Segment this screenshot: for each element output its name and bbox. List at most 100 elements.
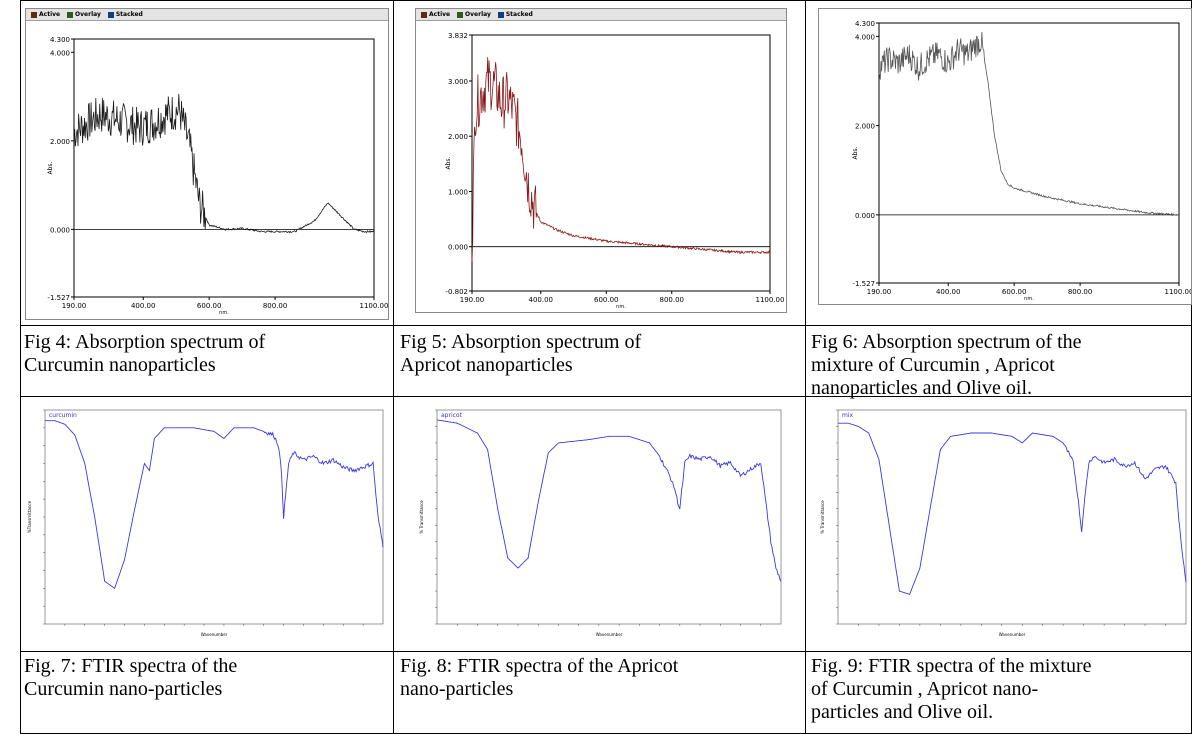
x-axis-label: Wavenumber <box>999 632 1026 637</box>
x-axis-label: Wavenumber <box>596 632 623 637</box>
plot-frame <box>471 34 771 292</box>
overlay-icon <box>67 11 74 18</box>
spectrum-toolbar: Active Overlay Stacked <box>26 9 388 21</box>
active-tab[interactable]: Active <box>31 9 60 20</box>
x-axis-label: nm. <box>219 310 229 316</box>
x-tick-label: 1100.00 <box>360 302 388 310</box>
ftir-title: curcumin <box>49 412 77 419</box>
caption-fig9: Fig. 9: FTIR spectra of the mixture of C… <box>811 655 1092 724</box>
plot-frame <box>436 409 782 625</box>
plot-frame <box>73 38 375 298</box>
active-tab[interactable]: Active <box>421 9 450 20</box>
y-tick-label: 4.300 <box>855 20 875 28</box>
active-icon <box>421 11 427 18</box>
y-axis-label: % Transmittance <box>820 500 825 534</box>
stacked-icon <box>107 11 114 18</box>
stacked-label: Stacked <box>115 11 143 18</box>
caption-line: of Curcumin , Apricot nano- <box>811 678 1039 700</box>
caption-line: Fig 5: Absorption spectrum of <box>400 331 642 353</box>
x-tick-label: 600.00 <box>197 302 222 310</box>
y-tick-label: 4.000 <box>50 49 70 57</box>
stacked-tab[interactable]: Stacked <box>497 9 533 20</box>
x-tick-label: 400.00 <box>936 288 961 296</box>
active-icon <box>31 11 37 18</box>
spectrum-line <box>471 57 771 262</box>
x-tick-label: 800.00 <box>1068 288 1093 296</box>
spectrum-line <box>878 31 1179 217</box>
table-rule <box>805 0 806 734</box>
y-tick-label: 3.832 <box>448 32 468 40</box>
caption-line: Fig. 7: FTIR spectra of the <box>24 655 238 677</box>
y-tick-label: -0.802 <box>445 288 468 296</box>
y-tick-label: 2.000 <box>448 133 468 141</box>
caption-line: nanoparticles and Olive oil. <box>811 377 1033 399</box>
caption-line: Fig 4: Absorption spectrum of <box>24 331 266 353</box>
caption-line: Curcumin nanoparticles <box>24 354 216 376</box>
x-tick-label: 400.00 <box>131 302 156 310</box>
spectrum-line <box>73 93 375 234</box>
caption-fig8: Fig. 8: FTIR spectra of the Apricot nano… <box>400 655 678 701</box>
y-axis-label: Abs. <box>445 156 452 169</box>
y-tick-label: 3.000 <box>448 78 468 86</box>
y-axis-label: Abs. <box>852 146 859 159</box>
caption-line: Fig. 8: FTIR spectra of the Apricot <box>400 655 679 677</box>
active-label: Active <box>39 11 61 18</box>
ftir-chart-curcumin: curcumin %Transmittance Wavenumber <box>25 404 387 642</box>
spectrum-line <box>838 422 1187 595</box>
x-axis-label: nm. <box>1024 296 1034 302</box>
ftir-chart-mixture: mix % Transmittance Wavenumber <box>818 404 1190 642</box>
overlay-tab[interactable]: Overlay <box>457 9 491 20</box>
y-tick-label: -1.527 <box>47 294 70 302</box>
ftir-chart-apricot: apricot % Transmittance Wavenumber <box>417 404 785 642</box>
x-tick-label: 1100.00 <box>1165 288 1191 296</box>
figure-table: Active Overlay Stacked 4.300 4.000 2.000 0.… <box>20 0 1192 734</box>
stacked-tab[interactable]: Stacked <box>107 9 143 20</box>
y-tick-label: 0.000 <box>448 244 468 252</box>
uv-spectrum-mixture: 4.300 4.000 2.000 0.000 -1.527 190.00 400.00 60… <box>818 8 1192 305</box>
x-tick-label: 190.00 <box>867 288 892 296</box>
plot-frame <box>44 409 384 625</box>
y-axis-label: Abs. <box>47 161 54 174</box>
spectrum-line <box>45 420 384 590</box>
active-label: Active <box>429 11 451 18</box>
overlay-label: Overlay <box>75 11 101 18</box>
y-tick-label: 2.000 <box>855 123 875 131</box>
uv-spectrum-apricot: Active Overlay Stacked 3.832 3.000 2.000 1.… <box>415 8 787 313</box>
table-rule <box>20 325 1192 326</box>
y-axis-label: %Transmittance <box>27 500 32 533</box>
caption-fig6: Fig 6: Absorption spectrum of the mixtur… <box>811 331 1082 400</box>
caption-fig5: Fig 5: Absorption spectrum of Apricot na… <box>400 331 641 377</box>
y-tick-label: -1.527 <box>852 280 875 288</box>
table-rule <box>1191 0 1192 734</box>
spectrum-toolbar: Active Overlay Stacked <box>416 9 786 21</box>
ftir-title: apricot <box>441 412 463 419</box>
y-tick-label: 1.000 <box>448 188 468 196</box>
caption-line: Apricot nanoparticles <box>400 354 573 376</box>
table-rule <box>20 396 1192 397</box>
table-rule <box>20 0 1192 1</box>
stacked-label: Stacked <box>505 11 533 18</box>
x-tick-label: 600.00 <box>1002 288 1026 296</box>
table-rule <box>393 0 394 734</box>
x-tick-label: 800.00 <box>263 302 288 310</box>
uv-spectrum-curcumin: Active Overlay Stacked 4.300 4.000 2.000 0.… <box>25 8 389 320</box>
x-axis-label: nm. <box>616 304 626 310</box>
caption-fig7: Fig. 7: FTIR spectra of the Curcumin nan… <box>24 655 237 701</box>
y-tick-label: 4.000 <box>855 33 875 41</box>
x-axis-label: Wavenumber <box>201 632 228 637</box>
stacked-icon <box>497 11 504 18</box>
plot-frame <box>878 22 1180 284</box>
caption-line: mixture of Curcumin , Apricot <box>811 354 1055 376</box>
caption-line: nano-particles <box>400 678 514 700</box>
overlay-tab[interactable]: Overlay <box>67 9 101 20</box>
y-tick-label: 0.000 <box>855 212 875 220</box>
x-tick-label: 400.00 <box>529 296 554 304</box>
x-tick-label: 190.00 <box>62 302 87 310</box>
spectrum-line <box>436 419 782 582</box>
y-tick-label: 4.300 <box>50 36 70 44</box>
x-tick-label: 600.00 <box>594 296 619 304</box>
caption-line: Fig. 9: FTIR spectra of the mixture <box>811 655 1092 677</box>
